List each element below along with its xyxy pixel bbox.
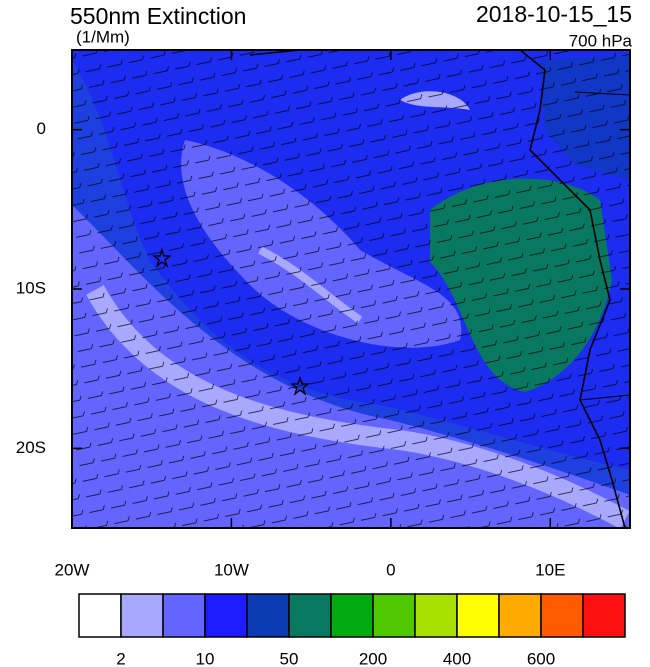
lon-tick-label: 10E — [535, 560, 565, 579]
colorbar-box — [582, 593, 626, 638]
lat-tick-label: 10S — [16, 278, 46, 297]
lon-tick-label: 0 — [386, 560, 395, 579]
units: (1/Mm) — [76, 27, 130, 46]
colorbar: 2 10 50 200 400 600 — [78, 593, 626, 667]
colorbar-box — [162, 593, 206, 638]
valid-time: 2018-10-15_15 — [476, 1, 632, 27]
lat-tick-label: 20S — [16, 438, 46, 457]
colorbar-box — [120, 593, 164, 638]
colorbar-box — [330, 593, 374, 638]
lon-tick-label: 10W — [214, 560, 249, 579]
colorbar-box — [78, 593, 122, 638]
map-title: 550nm Extinction — [70, 3, 246, 29]
colorbar-label: 50 — [280, 649, 299, 667]
colorbar-box — [288, 593, 332, 638]
colorbar-label: 600 — [527, 649, 555, 667]
map-field — [72, 50, 630, 528]
colorbar-label: 200 — [359, 649, 387, 667]
colorbar-label: 400 — [443, 649, 471, 667]
lat-tick-label: 0 — [37, 119, 46, 138]
colorbar-box — [540, 593, 584, 638]
colorbar-box — [498, 593, 542, 638]
colorbar-box — [372, 593, 416, 638]
colorbar-box — [456, 593, 500, 638]
axes: 20W 10W 0 10E 0 10S 20S — [16, 50, 630, 579]
pressure-level: 700 hPa — [569, 31, 633, 50]
lon-tick-label: 20W — [55, 560, 90, 579]
colorbar-label: 10 — [196, 649, 215, 667]
colorbar-label: 2 — [116, 649, 125, 667]
colorbar-box — [204, 593, 248, 638]
colorbar-box — [246, 593, 290, 638]
colorbar-box — [414, 593, 458, 638]
